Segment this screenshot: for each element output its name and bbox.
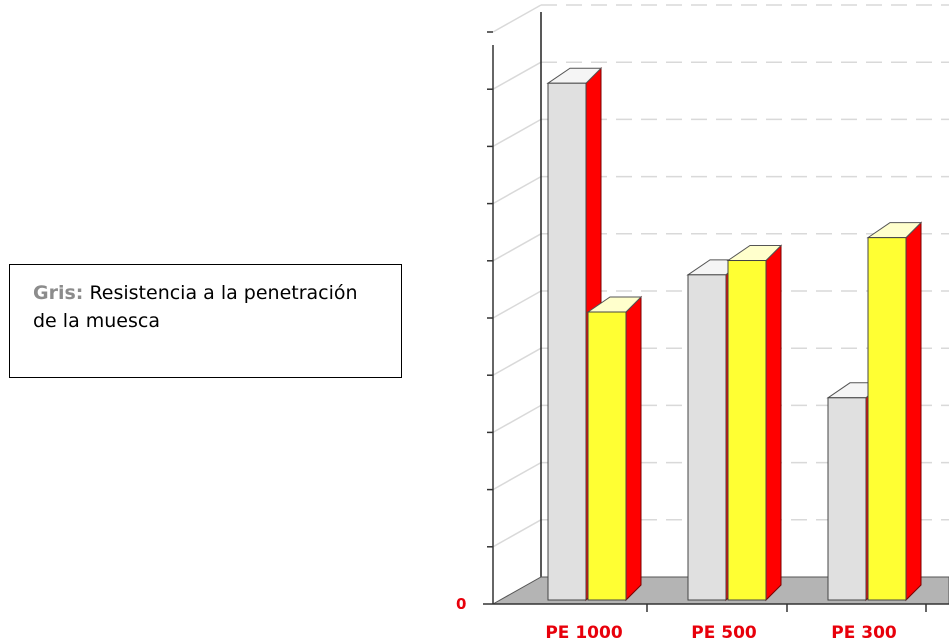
legend-box: Gris: Resistencia a la penetración de la… <box>9 264 402 378</box>
legend-description: Resistencia a la penetración de la muesc… <box>33 282 358 332</box>
side-gridline <box>492 61 542 90</box>
bar-gray <box>827 397 867 601</box>
side-gridline <box>492 461 542 491</box>
tick-labels: PE 1000 PE 500 PE 300 0 <box>456 595 897 641</box>
bar-yellow <box>587 311 627 601</box>
legend-key: Gris: <box>33 282 84 304</box>
legend-text: Gris: Resistencia a la penetración de la… <box>33 279 363 335</box>
bars <box>546 66 923 602</box>
y-tick-label-zero: 0 <box>456 595 466 613</box>
side-gridline <box>492 404 542 434</box>
bar-gray <box>547 82 587 601</box>
bar-yellow-side <box>905 221 922 602</box>
x-tick-label: PE 1000 <box>545 623 622 641</box>
side-gridline <box>492 519 542 548</box>
side-gridline <box>492 175 542 205</box>
bar-yellow <box>867 237 907 601</box>
bar-yellow <box>727 260 767 601</box>
side-gridline <box>492 118 542 148</box>
x-tick-label: PE 500 <box>691 623 757 641</box>
bar-yellow-side <box>765 244 782 602</box>
x-tick-label: PE 300 <box>831 623 897 641</box>
side-gridline <box>492 347 542 376</box>
side-gridline <box>492 290 542 319</box>
bar-yellow-side <box>625 295 642 602</box>
bar-gray <box>687 274 727 601</box>
side-gridline <box>492 233 542 262</box>
side-gridline <box>492 4 542 33</box>
